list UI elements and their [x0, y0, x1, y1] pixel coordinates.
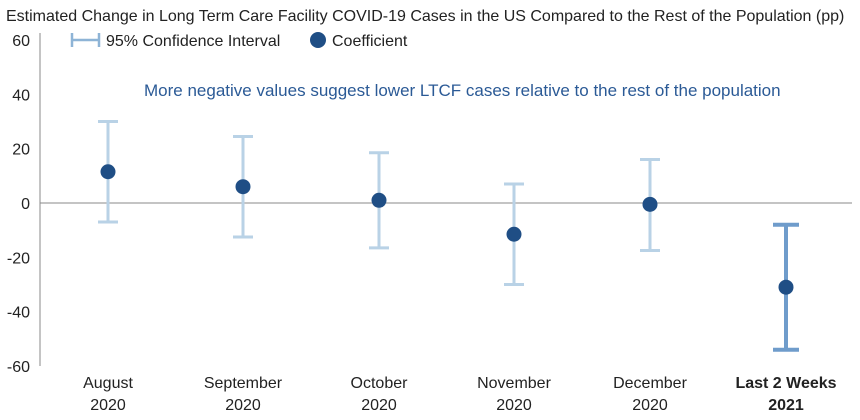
- x-tick-label-year: 2020: [632, 397, 668, 414]
- legend-ci-icon: [70, 33, 101, 47]
- legend: 95% Confidence Interval Coefficient: [70, 32, 408, 50]
- x-tick-label-year: 2020: [496, 397, 532, 414]
- chart-title: Estimated Change in Long Term Care Facil…: [6, 8, 844, 25]
- legend-ci-label: 95% Confidence Interval: [106, 33, 280, 50]
- x-tick-label: Last 2 Weeks: [735, 375, 836, 392]
- coefficient-point: [506, 226, 522, 242]
- x-tick-label-year: 2020: [361, 397, 397, 414]
- x-tick-label: October: [351, 375, 409, 392]
- x-tick-label: November: [477, 375, 551, 392]
- y-tick-label: -40: [7, 305, 30, 322]
- x-tick-label-year: 2020: [225, 397, 261, 414]
- confidence-intervals: [98, 120, 799, 352]
- x-tick-label: December: [613, 375, 687, 392]
- legend-coefficient-label: Coefficient: [332, 33, 408, 50]
- x-tick-label: August: [83, 375, 133, 392]
- y-tick-label: 20: [12, 142, 30, 159]
- coefficient-point: [100, 164, 116, 180]
- coefficient-point: [235, 179, 251, 195]
- x-tick-label-year: 2020: [90, 397, 126, 414]
- chart-annotation: More negative values suggest lower LTCF …: [144, 81, 781, 100]
- coefficient-point: [778, 279, 794, 295]
- x-tick-label-year: 2021: [768, 397, 804, 414]
- coefficient-point: [642, 196, 658, 212]
- y-tick-labels: 60 40 20 0 -20 -40 -60: [7, 33, 30, 376]
- y-tick-label: 0: [21, 196, 30, 213]
- y-tick-label: -60: [7, 359, 30, 376]
- y-tick-label: -20: [7, 250, 30, 267]
- coefficient-points: [100, 164, 794, 295]
- x-tick-label: September: [204, 375, 283, 392]
- legend-coefficient-icon: [310, 32, 326, 48]
- x-tick-labels: August 2020 September 2020 October 2020 Novemb…: [83, 375, 837, 414]
- y-tick-label: 40: [12, 87, 30, 104]
- coefficient-point: [371, 192, 387, 208]
- y-tick-label: 60: [12, 33, 30, 50]
